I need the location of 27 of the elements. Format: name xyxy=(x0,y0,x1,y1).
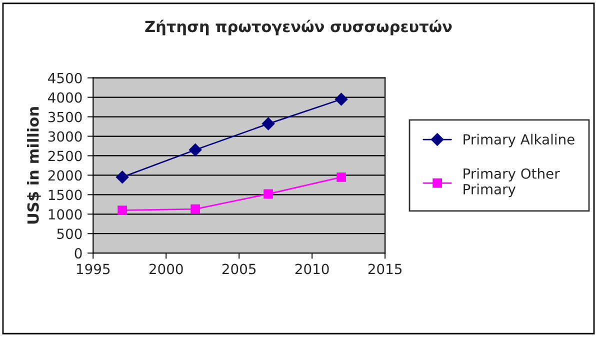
y-tick-label: 500 xyxy=(57,228,82,240)
legend-label: Primary Alkaline xyxy=(464,134,574,148)
y-tick-label: 1500 xyxy=(48,190,82,200)
point xyxy=(190,204,200,214)
point xyxy=(336,172,346,182)
x-tick-label: 1995 xyxy=(76,264,110,274)
y-tick-label: 2000 xyxy=(48,170,82,181)
y-tick-label: 0 xyxy=(74,248,82,259)
point xyxy=(264,189,273,199)
chart-title: Ζήτηση πρωτογενών συσσωρευτών xyxy=(145,20,452,36)
y-tick-label: 1000 xyxy=(48,209,82,220)
legend-label: Primary Other Primary xyxy=(464,168,560,198)
y-axis-title: US$ in million xyxy=(27,107,41,224)
y-tick-label: 4000 xyxy=(48,92,82,103)
y-tick-label: 3500 xyxy=(48,112,82,122)
y-tick-label: 3000 xyxy=(48,131,82,142)
point xyxy=(188,143,202,156)
point xyxy=(116,170,129,184)
y-tick-label: 4500 xyxy=(48,72,82,84)
x-tick-label: 2005 xyxy=(222,264,256,274)
y-tick-label: 2500 xyxy=(48,150,82,162)
x-tick-label: 2000 xyxy=(149,264,183,274)
x-tick-label: 2010 xyxy=(295,264,329,274)
point xyxy=(118,206,128,215)
x-tick-label: 2015 xyxy=(368,264,402,274)
point xyxy=(262,117,275,130)
point xyxy=(334,92,348,106)
